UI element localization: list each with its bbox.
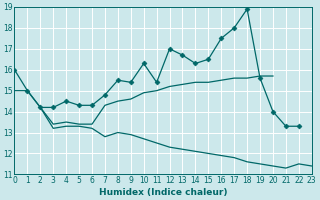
X-axis label: Humidex (Indice chaleur): Humidex (Indice chaleur) [99, 188, 227, 197]
